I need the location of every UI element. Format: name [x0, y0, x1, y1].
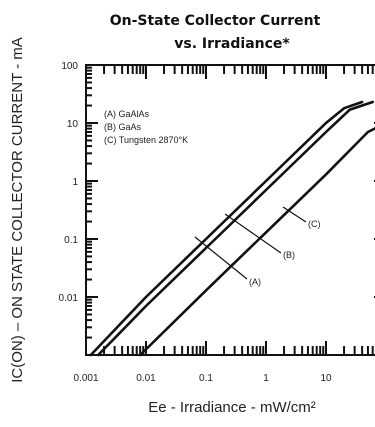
curve-label-c: (C) [308, 219, 321, 229]
series-line-2 [96, 100, 374, 357]
legend: (A) GaAlAs (B) GaAs (C) Tungsten 2870°K [104, 109, 188, 145]
curve-labels: (C) (B) (A) [194, 206, 321, 287]
curve-label-a: (A) [249, 277, 261, 287]
y-tick-label: 1 [72, 177, 78, 188]
leader-c [282, 206, 307, 223]
y-tick-labels: 100 10 1 0.1 0.01 [59, 61, 79, 304]
x-tick-label: 0.01 [136, 373, 156, 384]
curve-label-b: (B) [283, 250, 295, 260]
y-axis-label: IC(ON) – ON STATE COLLECTOR CURRENT - mA [9, 37, 26, 383]
x-tick-label: 10 [320, 373, 332, 384]
legend-entry-a: (A) GaAlAs [104, 109, 150, 119]
ticks-group [85, 65, 375, 356]
series-curves [89, 100, 375, 357]
y-tick-label: 100 [61, 61, 78, 72]
leader-a [194, 236, 248, 280]
plot-frame [85, 64, 375, 356]
chart-subtitle: vs. Irradiance* [174, 36, 290, 52]
x-axis-label: Ee - Irradiance - mW/cm² [148, 399, 316, 416]
leader-b [224, 213, 282, 254]
y-tick-label: 0.1 [64, 235, 78, 246]
chart-title: On-State Collector Current [110, 13, 321, 29]
legend-entry-b: (B) GaAs [104, 122, 142, 132]
series-line-1 [89, 100, 364, 357]
x-tick-label: 0.1 [199, 373, 213, 384]
x-tick-label: 0.001 [73, 373, 98, 384]
x-tick-label: 1 [263, 373, 269, 384]
y-tick-label: 0.01 [59, 293, 79, 304]
legend-entry-c: (C) Tungsten 2870°K [104, 135, 188, 145]
y-tick-label: 10 [67, 119, 79, 130]
series-line-3 [138, 127, 375, 357]
